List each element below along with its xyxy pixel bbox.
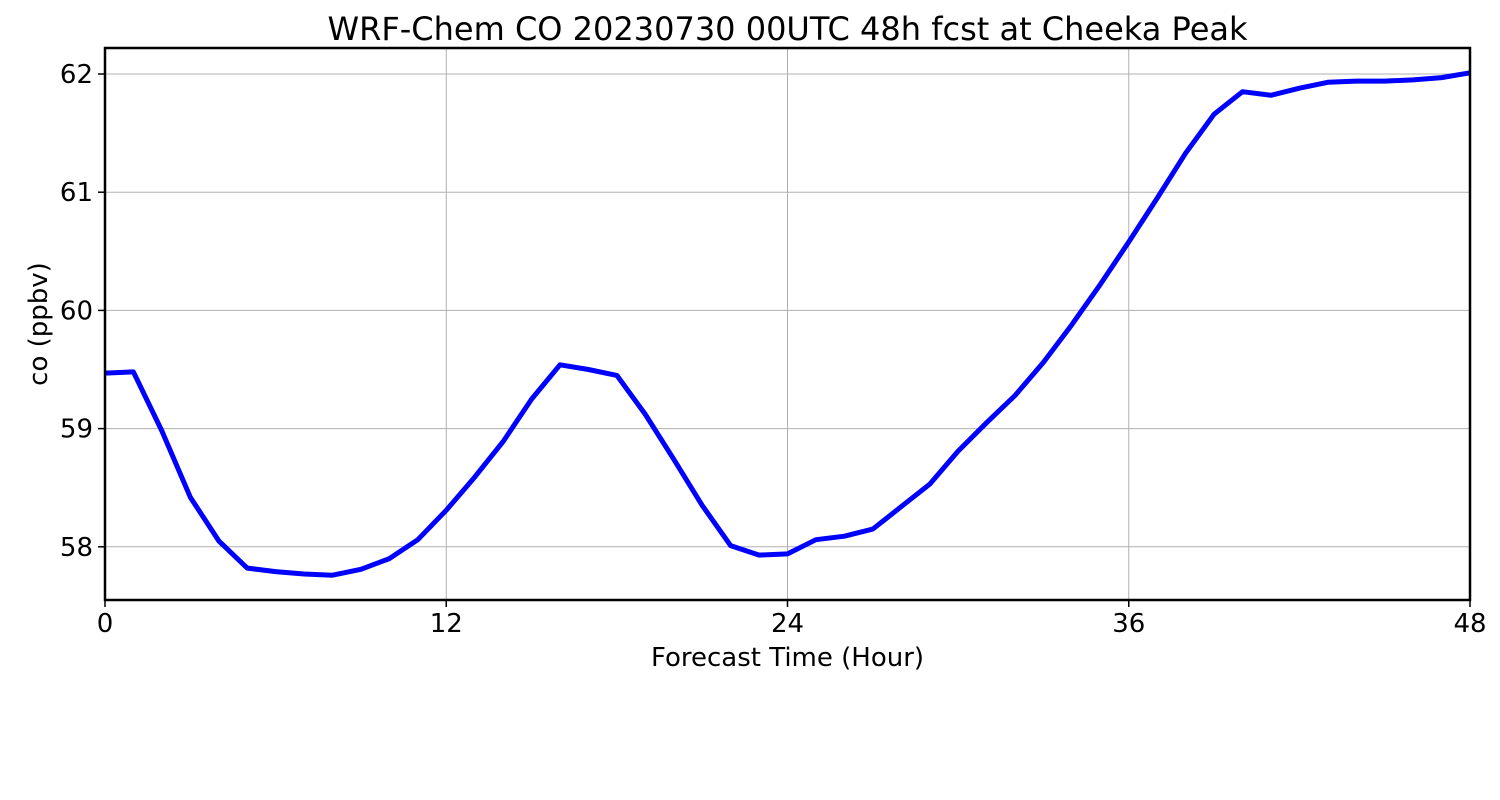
tick-layer: 0 12 24 36 48 58 59 60 61 62 [60,60,1487,639]
y-tick-label: 60 [60,296,93,326]
y-tick-label: 58 [60,533,93,563]
series-layer [104,70,1471,578]
x-tick-label: 12 [430,609,463,639]
x-tick-label: 36 [1112,609,1145,639]
x-tick-label: 0 [97,609,114,639]
grid-layer [104,48,1471,600]
x-axis-label: Forecast Time (Hour) [651,643,924,673]
series-line [104,70,1471,578]
x-tick-label: 24 [771,609,804,639]
chart-title: WRF-Chem CO 20230730 00UTC 48h fcst at C… [327,10,1248,48]
y-tick-label: 59 [60,415,93,445]
y-tick-label: 61 [60,178,93,208]
x-tick-label: 48 [1453,609,1486,639]
y-tick-label: 62 [60,60,93,90]
y-axis-label: co (ppbv) [24,262,54,386]
